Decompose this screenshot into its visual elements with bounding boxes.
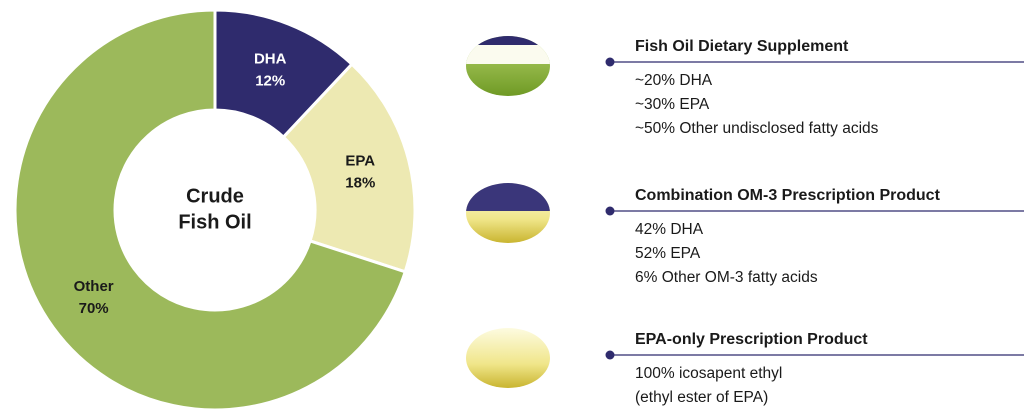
product-detail: ~20% DHA (635, 72, 713, 89)
product-list: Fish Oil Dietary Supplement ~20% DHA ~30% … (605, 38, 1024, 406)
product-title: Fish Oil Dietary Supplement (635, 38, 849, 55)
donut-slice (281, 62, 417, 274)
capsule-epa-only (466, 328, 550, 388)
slice-value-label: 12% (255, 73, 285, 90)
product-title: EPA-only Prescription Product (635, 331, 868, 348)
slice-value-label: 18% (345, 175, 375, 192)
donut-chart: DHA 12% EPA 18% Other 70% Crude Fish Oil (13, 8, 417, 412)
product-detail: ~50% Other undisclosed fatty acids (635, 120, 879, 137)
product-detail: 52% EPA (635, 245, 701, 262)
center-label: Fish Oil (178, 211, 251, 233)
slice-category: Other (74, 278, 114, 295)
product-title: Combination OM-3 Prescription Product (635, 187, 941, 204)
capsule-icons (466, 36, 550, 388)
product-detail: 6% Other OM-3 fatty acids (635, 269, 818, 286)
product-detail: 42% DHA (635, 221, 704, 238)
slice-category: EPA (345, 153, 375, 170)
slice-category: DHA (254, 51, 287, 68)
donut-slice (13, 8, 408, 412)
slice-value-label: 70% (79, 300, 109, 317)
product-detail: ~30% EPA (635, 96, 710, 113)
product-detail: 100% icosapent ethyl (635, 365, 782, 382)
bullet-dot (605, 350, 615, 360)
center-label: Crude (186, 185, 244, 207)
product-detail: (ethyl ester of EPA) (635, 389, 768, 406)
capsule-supplement (466, 36, 550, 96)
capsule-combination (466, 183, 550, 243)
bullet-dot (605, 57, 615, 67)
bullet-dot (605, 206, 615, 216)
